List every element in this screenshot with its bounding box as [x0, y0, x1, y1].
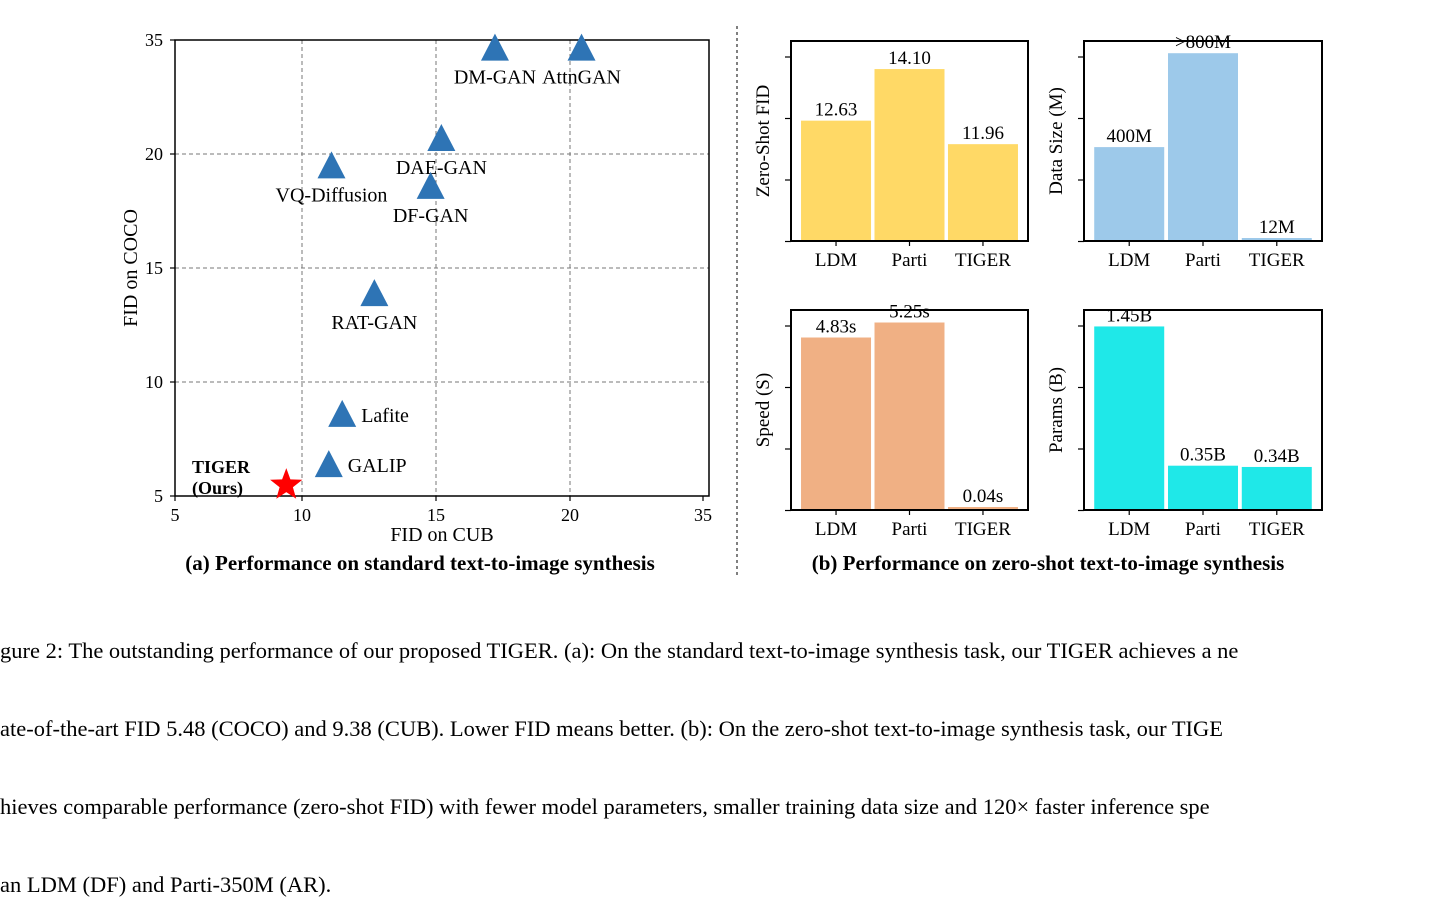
bar — [874, 69, 945, 241]
category-label: Parti — [1185, 250, 1221, 271]
data-point-triangle — [360, 279, 389, 307]
bar-value-label: 4.83s — [816, 317, 857, 338]
data-point-label: DM-GAN — [454, 67, 536, 89]
data-point-label: DF-GAN — [393, 205, 469, 227]
bar-plot-frame — [1083, 309, 1323, 511]
y-tick-label: 20 — [145, 144, 163, 164]
x-tick-label: 10 — [293, 505, 311, 525]
x-tick-label: 35 — [694, 505, 712, 525]
bar — [801, 120, 872, 241]
category-label: Parti — [1185, 519, 1221, 540]
bar-value-label: >800M — [1175, 32, 1231, 53]
subtitle-b: (b) Performance on zero-shot text-to-ima… — [812, 551, 1285, 575]
caption-line-1: gure 2: The outstanding performance of o… — [0, 638, 1239, 663]
bar — [801, 337, 872, 510]
data-point-label: GALIP — [348, 455, 407, 477]
scatter-plot-frame — [174, 39, 710, 497]
data-point-label: VQ-Diffusion — [276, 184, 388, 206]
bar-value-label: 5.25s — [889, 302, 930, 323]
bar — [1168, 465, 1238, 510]
data-point-label: Lafite — [361, 405, 409, 427]
bar-value-label: 400M — [1107, 126, 1153, 147]
bar — [1094, 326, 1165, 510]
data-point-triangle — [427, 124, 456, 152]
bar — [1168, 53, 1238, 241]
data-point-label: RAT-GAN — [331, 312, 417, 334]
bar-value-label: 0.04s — [963, 486, 1004, 507]
x-axis-label: FID on CUB — [390, 524, 493, 546]
bar-value-label: 1.45B — [1106, 305, 1152, 326]
y-axis-label: Zero-Shot FID — [753, 85, 774, 197]
y-axis-label: FID on COCO — [120, 209, 142, 327]
bar — [1094, 147, 1165, 241]
category-label: TIGER — [1249, 250, 1305, 271]
data-point-label: DAE-GAN — [396, 157, 487, 179]
bar — [874, 322, 945, 510]
subtitle-a: (a) Performance on standard text-to-imag… — [185, 551, 655, 575]
category-label: LDM — [815, 250, 857, 271]
y-tick-label: 15 — [145, 258, 163, 278]
y-tick-label: 35 — [145, 30, 163, 50]
data-point-triangle — [480, 33, 509, 61]
bar — [947, 144, 1018, 241]
tiger-star-marker — [270, 468, 303, 499]
bar-value-label: 14.10 — [888, 48, 931, 69]
data-point-triangle — [416, 171, 445, 199]
bar-value-label: 12M — [1259, 217, 1295, 238]
category-label: LDM — [1108, 250, 1150, 271]
bar-plot-frame — [790, 309, 1029, 511]
data-point-triangle — [328, 399, 357, 427]
highlight-label-ours: (Ours) — [192, 478, 243, 499]
bar-plot-frame — [790, 40, 1029, 242]
category-label: TIGER — [1249, 519, 1305, 540]
bar — [1241, 466, 1312, 510]
y-tick-label: 5 — [154, 486, 163, 506]
caption-line-2: ate-of-the-art FID 5.48 (COCO) and 9.38 … — [0, 716, 1224, 741]
category-label: Parti — [892, 250, 928, 271]
bar-value-label: 12.63 — [815, 100, 858, 121]
y-tick-label: 10 — [145, 372, 163, 392]
y-axis-label: Params (B) — [1046, 367, 1067, 453]
bar-value-label: 0.35B — [1180, 445, 1226, 466]
category-label: LDM — [1108, 519, 1150, 540]
category-label: TIGER — [955, 250, 1011, 271]
data-point-label: AttnGAN — [542, 67, 621, 89]
bar-value-label: 0.34B — [1254, 446, 1300, 467]
figure: 5 10 15 20 35 5 10 15 20 35 FID on CUB FID on COCO D… — [120, 26, 1323, 576]
bar-value-label: 11.96 — [962, 123, 1004, 144]
data-point-triangle — [567, 33, 596, 61]
caption-line-4: an LDM (DF) and Parti-350M (AR). — [0, 872, 332, 897]
x-tick-label: 15 — [427, 505, 445, 525]
y-axis-label: Data Size (M) — [1046, 87, 1067, 195]
highlight-label-tiger: TIGER — [192, 457, 251, 477]
data-point-triangle — [314, 450, 343, 478]
bar — [1241, 238, 1312, 241]
figure-caption: gure 2: The outstanding performance of o… — [0, 586, 1456, 924]
x-tick-label: 5 — [171, 505, 180, 525]
y-axis-label: Speed (S) — [753, 373, 774, 447]
data-point-triangle — [317, 151, 346, 179]
bar-plot-frame — [1083, 40, 1323, 242]
category-label: TIGER — [955, 519, 1011, 540]
caption-line-3: hieves comparable performance (zero-shot… — [0, 794, 1210, 819]
x-tick-label: 20 — [561, 505, 579, 525]
bar — [947, 507, 1018, 510]
category-label: LDM — [815, 519, 857, 540]
category-label: Parti — [892, 519, 928, 540]
